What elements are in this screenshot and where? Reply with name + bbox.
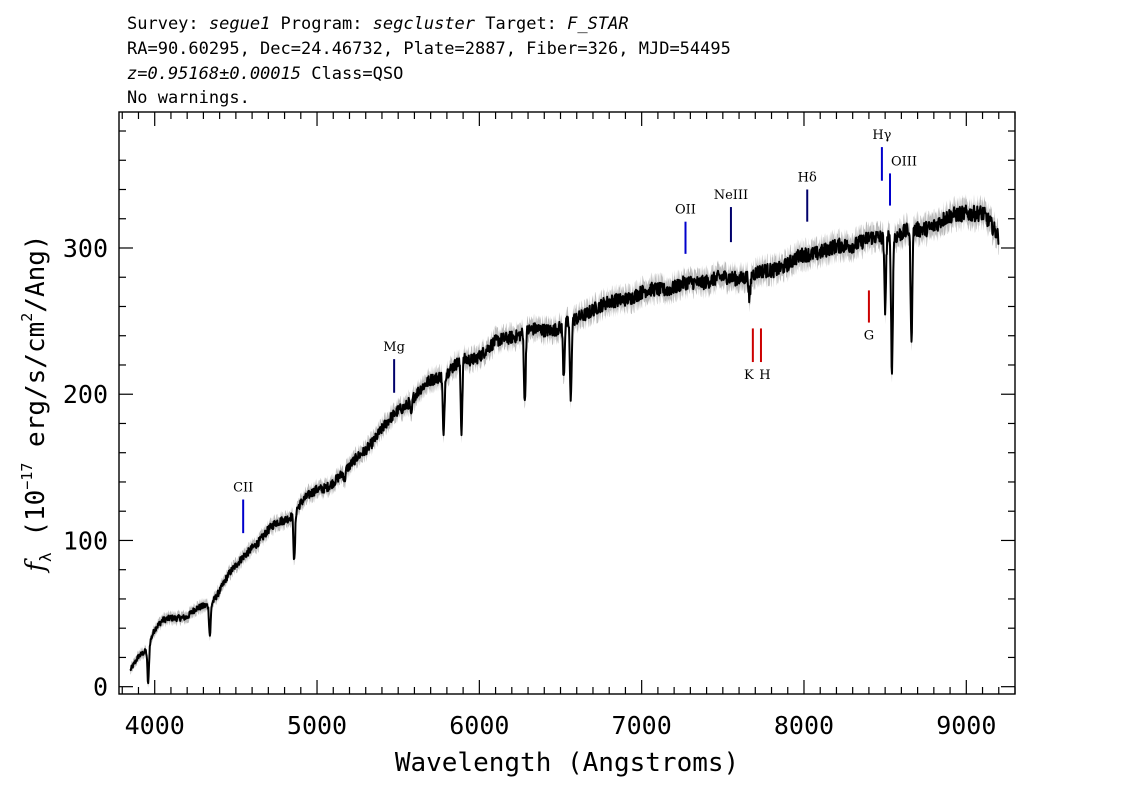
line-marker-label: OII xyxy=(675,203,696,218)
class-value: Class=QSO xyxy=(301,64,403,84)
line-marker-label: G xyxy=(864,329,874,344)
survey-value: segue1 xyxy=(209,14,270,34)
axis-tick-labels: 4000 5000 6000 7000 8000 9000 0 100 200 300 xyxy=(63,234,997,740)
line-marker: NeIII xyxy=(714,188,748,243)
line-marker-label: CII xyxy=(233,481,253,496)
error-band xyxy=(130,193,999,688)
y-tick-label: 200 xyxy=(63,380,108,409)
target-label: Target: xyxy=(475,14,567,34)
y-tick-label: 0 xyxy=(93,673,108,702)
y-axis-exponent: −17 xyxy=(18,463,36,490)
header-line-3: z=0.95168±0.00015 Class=QSO xyxy=(127,64,403,84)
line-marker-label: K xyxy=(744,368,754,383)
line-marker: Mg xyxy=(383,340,405,393)
y-axis-subscript: λ xyxy=(36,552,55,562)
line-marker-label: H xyxy=(759,368,770,383)
x-tick-label: 5000 xyxy=(287,711,347,740)
y-axis-cm-exponent: 2 xyxy=(18,313,36,322)
y-axis-title: fλ (10−17 erg/s/cm2/Ang) xyxy=(18,234,55,573)
x-tick-label: 4000 xyxy=(125,711,185,740)
x-tick-label: 9000 xyxy=(936,711,996,740)
y-tick-label: 300 xyxy=(63,234,108,263)
line-marker-label: NeIII xyxy=(714,188,748,203)
line-marker: K xyxy=(744,328,754,383)
line-marker: CII xyxy=(233,481,253,534)
header-block: Survey: segue1 Program: segcluster Targe… xyxy=(127,14,731,108)
line-marker-label: Hδ xyxy=(798,171,817,186)
y-axis-title-text: fλ (10−17 erg/s/cm2/Ang) xyxy=(18,234,55,573)
redshift-value: z=0.95168±0.00015 xyxy=(127,64,301,84)
line-marker-label: Mg xyxy=(383,340,405,355)
survey-label: Survey: xyxy=(127,14,209,34)
header-line-1: Survey: segue1 Program: segcluster Targe… xyxy=(127,14,629,34)
line-marker: Hγ xyxy=(872,128,892,181)
header-line-2: RA=90.60295, Dec=24.46732, Plate=2887, F… xyxy=(127,39,731,59)
line-marker: OIII xyxy=(889,154,917,206)
line-marker-label: OIII xyxy=(891,154,917,169)
line-marker: H xyxy=(759,328,771,383)
x-axis-title: Wavelength (Angstroms) xyxy=(395,748,739,778)
x-tick-label: 6000 xyxy=(449,711,509,740)
y-axis-units-close: /Ang) xyxy=(21,234,51,312)
x-tick-label: 7000 xyxy=(612,711,672,740)
series-layer xyxy=(129,193,1000,688)
target-value: F_STAR xyxy=(567,14,628,34)
axis-ticks xyxy=(119,112,1016,694)
program-label: Program: xyxy=(270,14,372,34)
line-marker-label: Hγ xyxy=(872,128,891,143)
line-marker: Hδ xyxy=(798,171,817,222)
plot-frame xyxy=(118,111,1016,695)
spectrum-line xyxy=(129,204,1000,685)
y-axis-units-open: (10 xyxy=(21,490,51,553)
x-tick-label: 8000 xyxy=(774,711,834,740)
y-tick-label: 100 xyxy=(63,526,108,555)
y-axis-units-mid: erg/s/cm xyxy=(21,322,51,463)
header-line-4: No warnings. xyxy=(127,88,250,108)
line-marker: G xyxy=(864,290,874,344)
program-value: segcluster xyxy=(373,14,476,34)
line-marker: OII xyxy=(675,203,696,254)
